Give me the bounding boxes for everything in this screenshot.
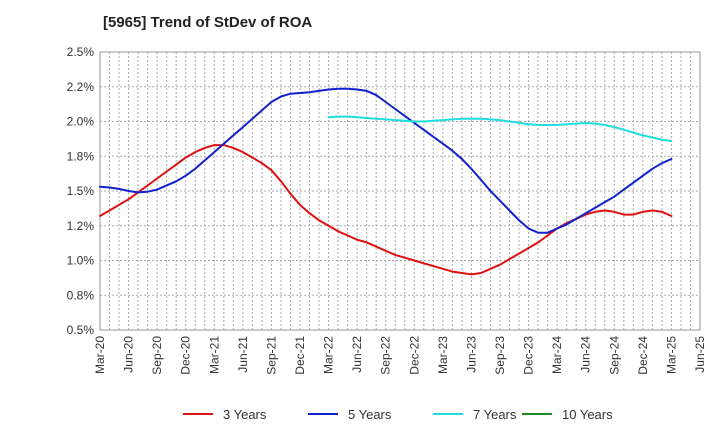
x-tick-label: Dec-22 [407, 336, 421, 375]
series-line-5-years [99, 87, 673, 234]
x-tick-label: Dec-23 [522, 336, 536, 375]
legend: 3 Years 5 Years 7 Years 10 Years [183, 407, 613, 422]
x-tick-label: Jun-20 [122, 336, 136, 373]
y-tick-label: 0.5% [67, 323, 95, 337]
x-tick-label: Dec-24 [636, 336, 650, 375]
y-tick-label: 1.2% [67, 219, 95, 233]
x-tick-label: Mar-24 [550, 336, 564, 374]
x-tick-label: Jun-25 [693, 336, 707, 373]
y-tick-label: 0.8% [67, 288, 95, 302]
y-axis: 0.5% 0.8% 1.0% 1.2% 1.5% 1.8% 2.0% 2.2% 2.5% [67, 45, 95, 337]
x-tick-label: Sep-22 [379, 336, 393, 375]
x-tick-label: Sep-24 [607, 336, 621, 375]
y-tick-label: 1.5% [67, 184, 95, 198]
chart-title: [5965] Trend of StDev of ROA [103, 14, 313, 31]
x-axis: Mar-20 Jun-20 Sep-20 Dec-20 Mar-21 Jun-21 Sep-… [93, 336, 707, 375]
x-tick-label: Mar-22 [322, 336, 336, 374]
legend-label-10-years: 10 Years [562, 407, 613, 422]
x-tick-label: Mar-23 [436, 336, 450, 374]
x-tick-label: Sep-23 [493, 336, 507, 375]
legend-label-7-years: 7 Years [473, 407, 517, 422]
grid [100, 52, 700, 330]
series-layer [99, 87, 673, 276]
x-tick-label: Mar-21 [207, 336, 221, 374]
legend-label-5-years: 5 Years [348, 407, 392, 422]
x-tick-label: Dec-20 [179, 336, 193, 375]
x-tick-label: Jun-21 [236, 336, 250, 373]
y-tick-label: 1.0% [67, 254, 95, 268]
x-tick-label: Jun-24 [579, 336, 593, 373]
x-tick-label: Sep-21 [264, 336, 278, 375]
x-tick-label: Sep-20 [150, 336, 164, 375]
x-tick-label: Mar-25 [664, 336, 678, 374]
y-tick-label: 2.5% [67, 45, 95, 59]
legend-label-3-years: 3 Years [223, 407, 267, 422]
x-tick-label: Dec-21 [293, 336, 307, 375]
y-tick-label: 2.2% [67, 80, 95, 94]
y-tick-label: 1.8% [67, 149, 95, 163]
x-tick-label: Jun-23 [464, 336, 478, 373]
x-tick-label: Mar-20 [93, 336, 107, 374]
series-line-7-years [327, 115, 673, 142]
x-tick-label: Jun-22 [350, 336, 364, 373]
y-tick-label: 2.0% [67, 115, 95, 129]
